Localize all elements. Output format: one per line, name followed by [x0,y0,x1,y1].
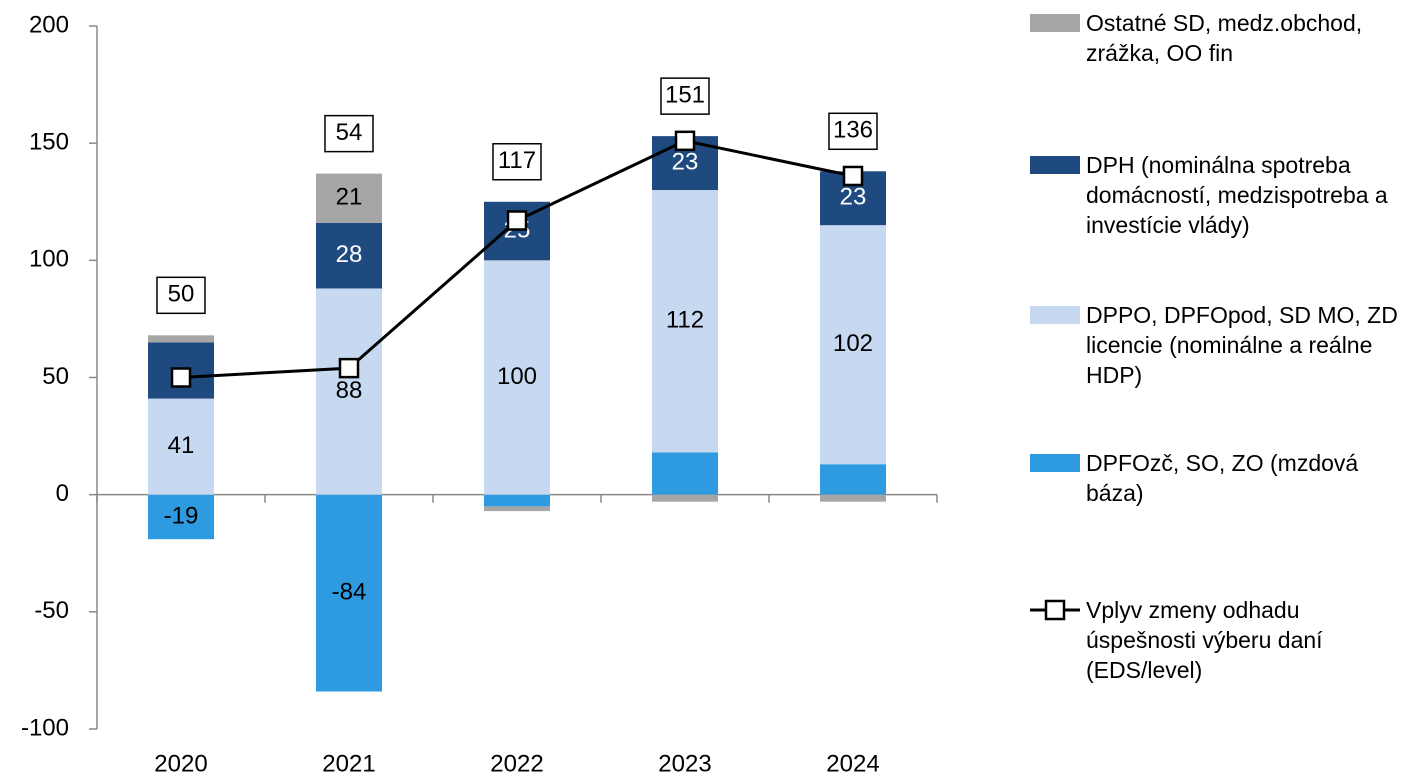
line-marker [170,367,192,388]
legend-item: Vplyv zmeny odhadu úspešnosti výberu dan… [1030,595,1410,685]
bar-segment [652,190,718,453]
x-tick-label: 2023 [658,750,711,777]
value-box [156,276,206,315]
legend-swatch [1030,156,1080,174]
bar-segment [316,288,382,495]
y-tick-label: 0 [56,480,69,507]
x-tick-label: 2021 [322,750,375,777]
bar-segment [484,506,550,512]
bar-segment [652,494,718,502]
data-label: -84 [332,578,367,605]
value-box [828,112,878,151]
x-tick-label: 2024 [826,750,879,777]
bar-segment [148,494,214,540]
legend-item: DPH (nominálna spotreba domácností, medz… [1030,150,1410,240]
data-label: 23 [840,184,867,211]
value-box-label: 117 [498,147,536,174]
line-marker [674,130,696,152]
x-tick-label: 2020 [154,750,207,777]
legend-label: DPFOzč, SO, ZO (mzdová báza) [1086,450,1359,506]
bar-segment [820,464,886,495]
legend-item: DPPO, DPFOpod, SD MO, ZD licencie (nomin… [1030,300,1410,390]
data-label: 88 [336,377,363,404]
y-tick-label: 100 [29,246,69,273]
y-tick-label: -100 [21,714,69,741]
legend-swatch [1030,454,1080,472]
data-label: 41 [168,432,195,459]
legend-label: Vplyv zmeny odhadu úspešnosti výberu dan… [1086,597,1323,683]
line-marker [506,210,528,231]
y-tick-label: 200 [29,11,69,38]
value-box-label: 151 [665,81,705,108]
data-label: 100 [497,363,537,390]
chart: -100-50050100150200-1941-848828211002511… [21,11,938,777]
value-box-label: 50 [168,281,195,308]
x-tick-label: 2022 [490,750,543,777]
data-label: 21 [336,184,363,211]
legend-swatch [1030,14,1080,32]
value-box [492,143,542,181]
legend-swatch [1030,306,1080,324]
legend-label: DPH (nominálna spotreba domácností, medz… [1086,152,1388,238]
data-label: -19 [164,502,199,529]
legend-item: Ostatné SD, medz.obchod, zrážka, OO fin [1030,8,1410,68]
bar-segment [316,494,382,692]
y-tick-label: 50 [42,363,69,390]
legend-label: DPPO, DPFOpod, SD MO, ZD licencie (nomin… [1086,302,1398,388]
value-box-label: 54 [336,119,363,146]
bar-segment [484,260,550,495]
bar-segment [820,494,886,502]
bar-segment [820,225,886,465]
value-box-label: 136 [833,117,873,144]
data-label: 23 [672,148,699,175]
line-marker [842,165,864,187]
bar-segment [316,222,382,289]
value-box [324,114,374,153]
line-marker [338,357,360,379]
bar-segment [652,452,718,495]
data-label: 102 [833,330,873,357]
legend-item: DPFOzč, SO, ZO (mzdová báza) [1030,448,1410,508]
value-box [660,77,710,115]
y-tick-label: 150 [29,129,69,156]
bar-segment [316,173,382,223]
data-label: 28 [336,241,363,268]
legend-label: Ostatné SD, medz.obchod, zrážka, OO fin [1086,10,1363,66]
bar-segment [148,335,214,343]
data-label: 112 [666,307,704,334]
legend-marker [1044,599,1066,621]
legend-symbol [1030,599,1080,621]
bar-segment [148,398,214,495]
y-tick-label: -50 [34,597,69,624]
bar-segment [484,494,550,507]
